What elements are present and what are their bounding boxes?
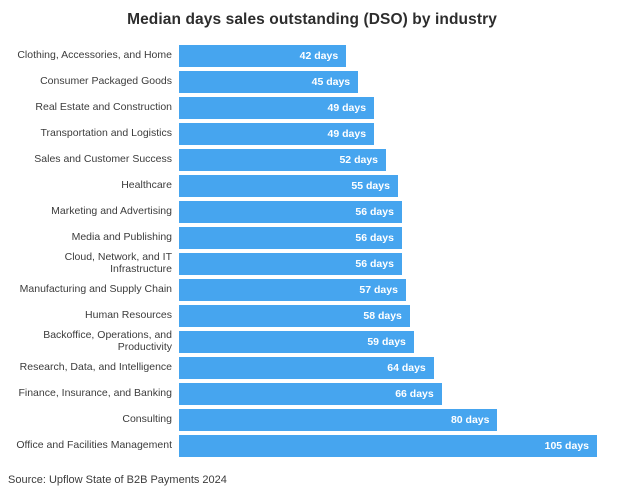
- bar-row: Research, Data, and Intelligence 64 days: [8, 357, 624, 379]
- bar-row: Real Estate and Construction 49 days: [8, 97, 624, 119]
- bar-value-label: 57 days: [359, 284, 398, 296]
- category-label: Healthcare: [121, 179, 172, 192]
- bar: 59 days: [179, 331, 414, 353]
- bar: 80 days: [179, 409, 498, 431]
- bar: 42 days: [179, 45, 347, 67]
- category-label: Transportation and Logistics: [40, 127, 172, 140]
- bar-track: 58 days: [179, 305, 597, 327]
- bar-row: Cloud, Network, and IT Infrastructure 56…: [8, 251, 624, 275]
- category-label: Backoffice, Operations, and Productivity: [43, 329, 172, 353]
- category-label: Sales and Customer Success: [34, 153, 172, 166]
- bar: 49 days: [179, 97, 375, 119]
- bar-value-label: 66 days: [395, 388, 434, 400]
- bar: 52 days: [179, 149, 386, 171]
- bar-row: Office and Facilities Management 105 day…: [8, 435, 624, 457]
- bar: 49 days: [179, 123, 375, 145]
- category-label: Consulting: [122, 413, 172, 426]
- bar-value-label: 58 days: [363, 310, 402, 322]
- bar-value-label: 64 days: [387, 362, 426, 374]
- bar-row: Manufacturing and Supply Chain 57 days: [8, 279, 624, 301]
- bar-row: Marketing and Advertising 56 days: [8, 201, 624, 223]
- bar-value-label: 49 days: [327, 102, 367, 114]
- category-label: Marketing and Advertising: [51, 205, 172, 218]
- bar-track: 55 days: [179, 175, 597, 197]
- bar-track: 49 days: [179, 97, 597, 119]
- bar-row: Consumer Packaged Goods 45 days: [8, 71, 624, 93]
- bar-value-label: 45 days: [311, 76, 351, 88]
- bar: 66 days: [179, 383, 442, 405]
- bar: 57 days: [179, 279, 406, 301]
- category-label: Consumer Packaged Goods: [40, 75, 172, 88]
- bar-track: 56 days: [179, 253, 597, 275]
- bar-track: 105 days: [179, 435, 597, 457]
- bar-row: Finance, Insurance, and Banking 66 days: [8, 383, 624, 405]
- bar-track: 52 days: [179, 149, 597, 171]
- bar: 56 days: [179, 201, 402, 223]
- category-label: Cloud, Network, and IT Infrastructure: [64, 251, 172, 275]
- bar: 105 days: [179, 435, 597, 457]
- bar-row: Human Resources 58 days: [8, 305, 624, 327]
- source-caption: Source: Upflow State of B2B Payments 202…: [8, 474, 227, 486]
- category-label: Manufacturing and Supply Chain: [19, 283, 172, 296]
- bar-track: 64 days: [179, 357, 597, 379]
- category-label: Research, Data, and Intelligence: [19, 361, 172, 374]
- bar-value-label: 59 days: [367, 336, 406, 348]
- bar-value-label: 49 days: [327, 128, 367, 140]
- category-label: Human Resources: [85, 309, 172, 322]
- category-label: Media and Publishing: [71, 231, 172, 244]
- bar-track: 59 days: [179, 331, 597, 353]
- bar-rows: Clothing, Accessories, and Home 42 days …: [8, 45, 624, 461]
- bar-row: Sales and Customer Success 52 days: [8, 149, 624, 171]
- bar-row: Clothing, Accessories, and Home 42 days: [8, 45, 624, 67]
- bar-row: Media and Publishing 56 days: [8, 227, 624, 249]
- bar-value-label: 56 days: [355, 258, 394, 270]
- bar-value-label: 55 days: [351, 180, 390, 192]
- bar-track: 56 days: [179, 201, 597, 223]
- bar: 55 days: [179, 175, 398, 197]
- bar-value-label: 56 days: [355, 232, 394, 244]
- category-label: Office and Facilities Management: [16, 439, 172, 452]
- bar-track: 80 days: [179, 409, 597, 431]
- category-label: Finance, Insurance, and Banking: [18, 387, 172, 400]
- bar-value-label: 80 days: [450, 414, 490, 426]
- bar-track: 57 days: [179, 279, 597, 301]
- bar: 45 days: [179, 71, 359, 93]
- bar: 64 days: [179, 357, 434, 379]
- bar-row: Healthcare 55 days: [8, 175, 624, 197]
- category-label: Clothing, Accessories, and Home: [17, 49, 172, 62]
- bar-track: 42 days: [179, 45, 597, 67]
- bar-row: Transportation and Logistics 49 days: [8, 123, 624, 145]
- bar-value-label: 105 days: [544, 440, 589, 452]
- chart-title: Median days sales outstanding (DSO) by i…: [127, 11, 497, 28]
- bar: 56 days: [179, 227, 402, 249]
- bar-track: 66 days: [179, 383, 597, 405]
- bar-row: Consulting 80 days: [8, 409, 624, 431]
- bar-value-label: 42 days: [299, 50, 339, 62]
- bar-track: 56 days: [179, 227, 597, 249]
- bar-track: 45 days: [179, 71, 597, 93]
- bar: 58 days: [179, 305, 410, 327]
- bar-value-label: 56 days: [355, 206, 394, 218]
- bar: 56 days: [179, 253, 402, 275]
- bar-row: Backoffice, Operations, and Productivity…: [8, 329, 624, 353]
- category-label: Real Estate and Construction: [35, 101, 172, 114]
- bar-value-label: 52 days: [339, 154, 378, 166]
- bar-track: 49 days: [179, 123, 597, 145]
